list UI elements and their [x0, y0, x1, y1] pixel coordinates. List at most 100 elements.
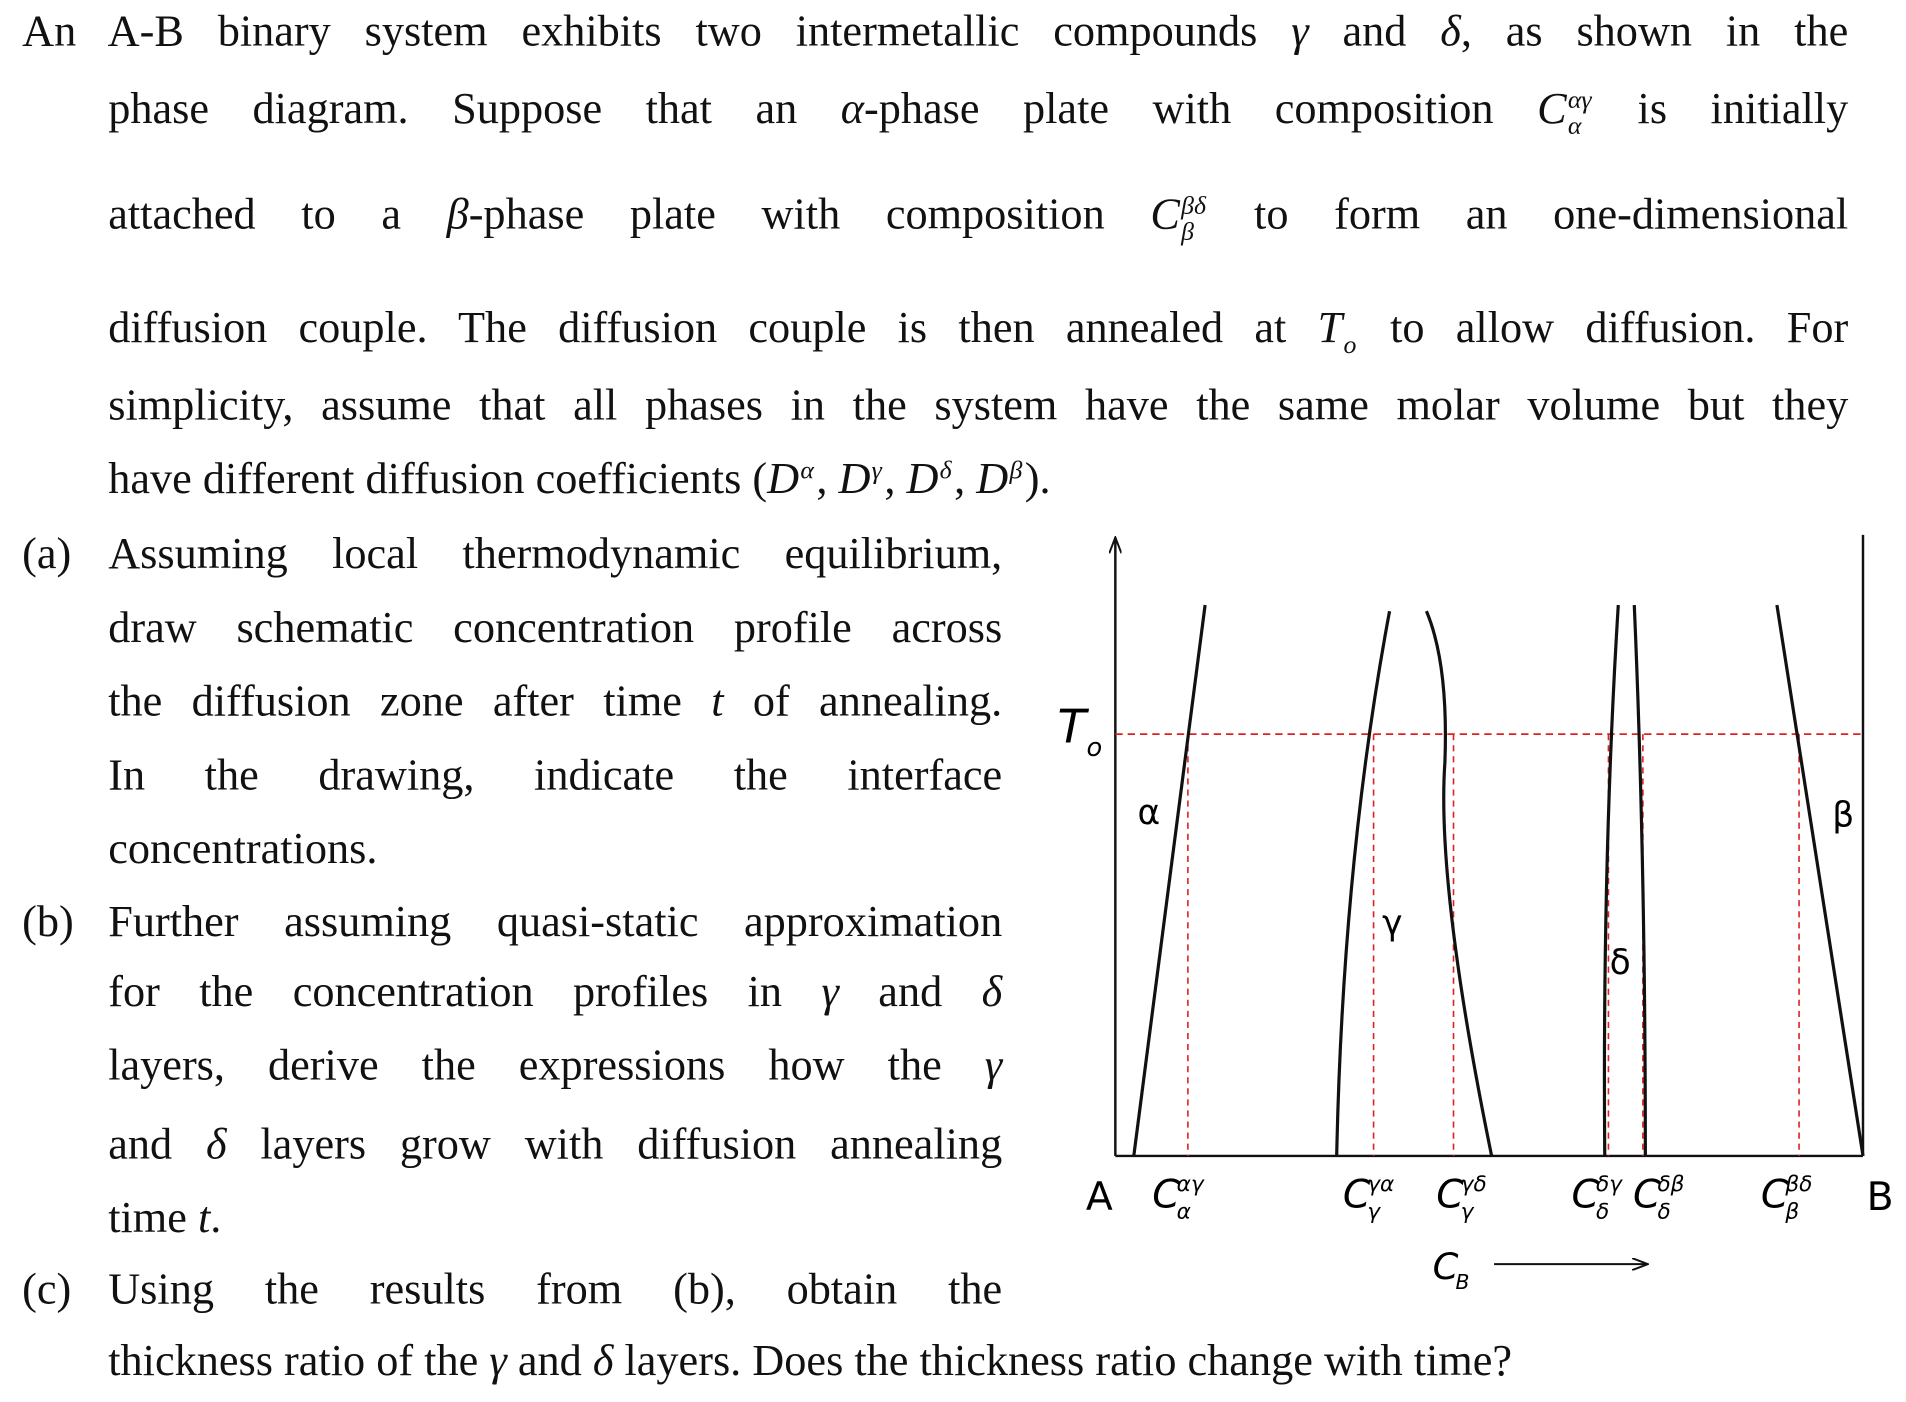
text-run: layers. Does the thickness ratio change … [613, 1335, 1513, 1385]
superscript: γδ [1461, 1172, 1487, 1197]
subscript: γ [1367, 1200, 1381, 1225]
text-line: simplicity, assume that all phases in th… [108, 378, 1848, 432]
math-base: C [1436, 1172, 1464, 1218]
math-symbol: δ [592, 1335, 614, 1385]
subscript: δ [1657, 1200, 1670, 1225]
math-base: C [1537, 83, 1567, 133]
math-base: C [1633, 1172, 1661, 1218]
text-line: Using the results from (b), obtain the [108, 1262, 1002, 1316]
text-run: , [954, 453, 977, 503]
text-run: An A-B binary system exhibits two interm… [22, 6, 1292, 56]
math-base: C [1343, 1172, 1371, 1218]
superscript: δγ [1596, 1172, 1623, 1197]
text-run: and [838, 966, 982, 1016]
math-base: D [838, 453, 871, 503]
text-line: layers, derive the expressions how the γ [108, 1038, 1002, 1092]
math-symbol: δ [1440, 6, 1461, 56]
math-symbol: α [840, 83, 864, 133]
script-stack: αγ α [1567, 84, 1592, 140]
subscript: B [1455, 1270, 1469, 1294]
text-run: , [884, 453, 907, 503]
text-run: to form an one-dimensional [1208, 189, 1849, 239]
math-symbol: γ [821, 966, 839, 1016]
subscript: o [1343, 329, 1357, 359]
text-line: for the concentration profiles in γ and … [108, 964, 1002, 1018]
phase-label: δ [1610, 943, 1631, 983]
text-run: have different diffusion coefficients ( [108, 453, 768, 503]
text-line: Assuming local thermodynamic equilibrium… [108, 526, 1002, 580]
spacer [872, 483, 882, 509]
text-run: diffusion couple. The diffusion couple i… [108, 302, 1318, 352]
text-line: time t. [108, 1190, 221, 1244]
math-symbol: β [446, 189, 469, 239]
text-run: Further assuming quasi-static approximat… [108, 896, 1003, 946]
text-line: diffusion couple. The diffusion couple i… [108, 300, 1849, 357]
text-run: to allow diffusion. For [1358, 302, 1849, 352]
math-symbol: γ [1291, 6, 1309, 56]
subscript: o [1087, 733, 1103, 763]
script-stack: δ [940, 457, 952, 509]
script-stack: o [1343, 306, 1356, 358]
text-run: thickness ratio of the [108, 1335, 490, 1385]
text-line: phase diagram. Suppose that an α-phase p… [108, 81, 1848, 138]
text-run: ). [1024, 453, 1051, 503]
end-label: A [1086, 1174, 1113, 1220]
text-line: the diffusion zone after time t of annea… [108, 674, 1002, 728]
text-run: and [506, 1335, 593, 1385]
text-line: Further assuming quasi-static approximat… [108, 894, 1002, 948]
boundary [1424, 610, 1494, 1157]
script-stack: γ [872, 457, 882, 509]
boundary [1335, 610, 1392, 1156]
math-symbol: γ [489, 1335, 507, 1385]
phase-label: β [1832, 795, 1854, 835]
text-run: attached to a [108, 189, 447, 239]
superscript: γα [1367, 1172, 1394, 1197]
text-run: Using the results from (b), obtain the [108, 1264, 1003, 1314]
text-run: and [1308, 6, 1441, 56]
text-line: and δ layers grow with diffusion anneali… [108, 1117, 1002, 1171]
math-base: D [976, 453, 1009, 503]
boundary [1132, 604, 1207, 1157]
subscript: α [1177, 1200, 1191, 1225]
subscript: α [1567, 110, 1582, 140]
text-run: for the concentration profiles in [108, 966, 822, 1016]
text-line: attached to a β-phase plate with composi… [108, 187, 1849, 243]
text-line: concentrations. [108, 821, 377, 875]
superscript: γ [871, 454, 882, 485]
superscript: αγ [1567, 84, 1592, 115]
text-line: In the drawing, indicate the interface [108, 748, 1002, 802]
text-run: of annealing. [723, 676, 1003, 726]
math-base: C [1572, 1172, 1600, 1218]
text-run: . [210, 1192, 222, 1242]
boundary [1602, 604, 1620, 1156]
part-label: (a) [22, 528, 72, 578]
superscript: δ [939, 454, 952, 485]
math-symbol: t [711, 676, 724, 726]
script-stack: βδ β [1181, 192, 1206, 245]
phase-label: γ [1382, 904, 1402, 944]
math-base: C [1761, 1172, 1789, 1218]
script-stack: β [1009, 457, 1022, 509]
math-base: D [767, 453, 800, 503]
superscript: α [800, 454, 814, 485]
text-run: -phase plate with composition [863, 83, 1538, 133]
text-run: layers, derive the expressions how the [108, 1040, 985, 1090]
spacer [1009, 483, 1022, 509]
phase-label: α [1137, 793, 1160, 833]
superscript: β [1009, 454, 1023, 485]
text-run: layers grow with diffusion annealing [226, 1119, 1003, 1169]
text-line: have different diffusion coefficients (D… [108, 451, 1050, 505]
math-base: D [906, 453, 939, 503]
superscript: αγ [1177, 1172, 1205, 1197]
text-run: In the drawing, indicate the interface [108, 750, 1003, 800]
superscript: δβ [1657, 1172, 1684, 1197]
math-symbol: γ [984, 1040, 1003, 1090]
math-base: C [1433, 1245, 1459, 1288]
